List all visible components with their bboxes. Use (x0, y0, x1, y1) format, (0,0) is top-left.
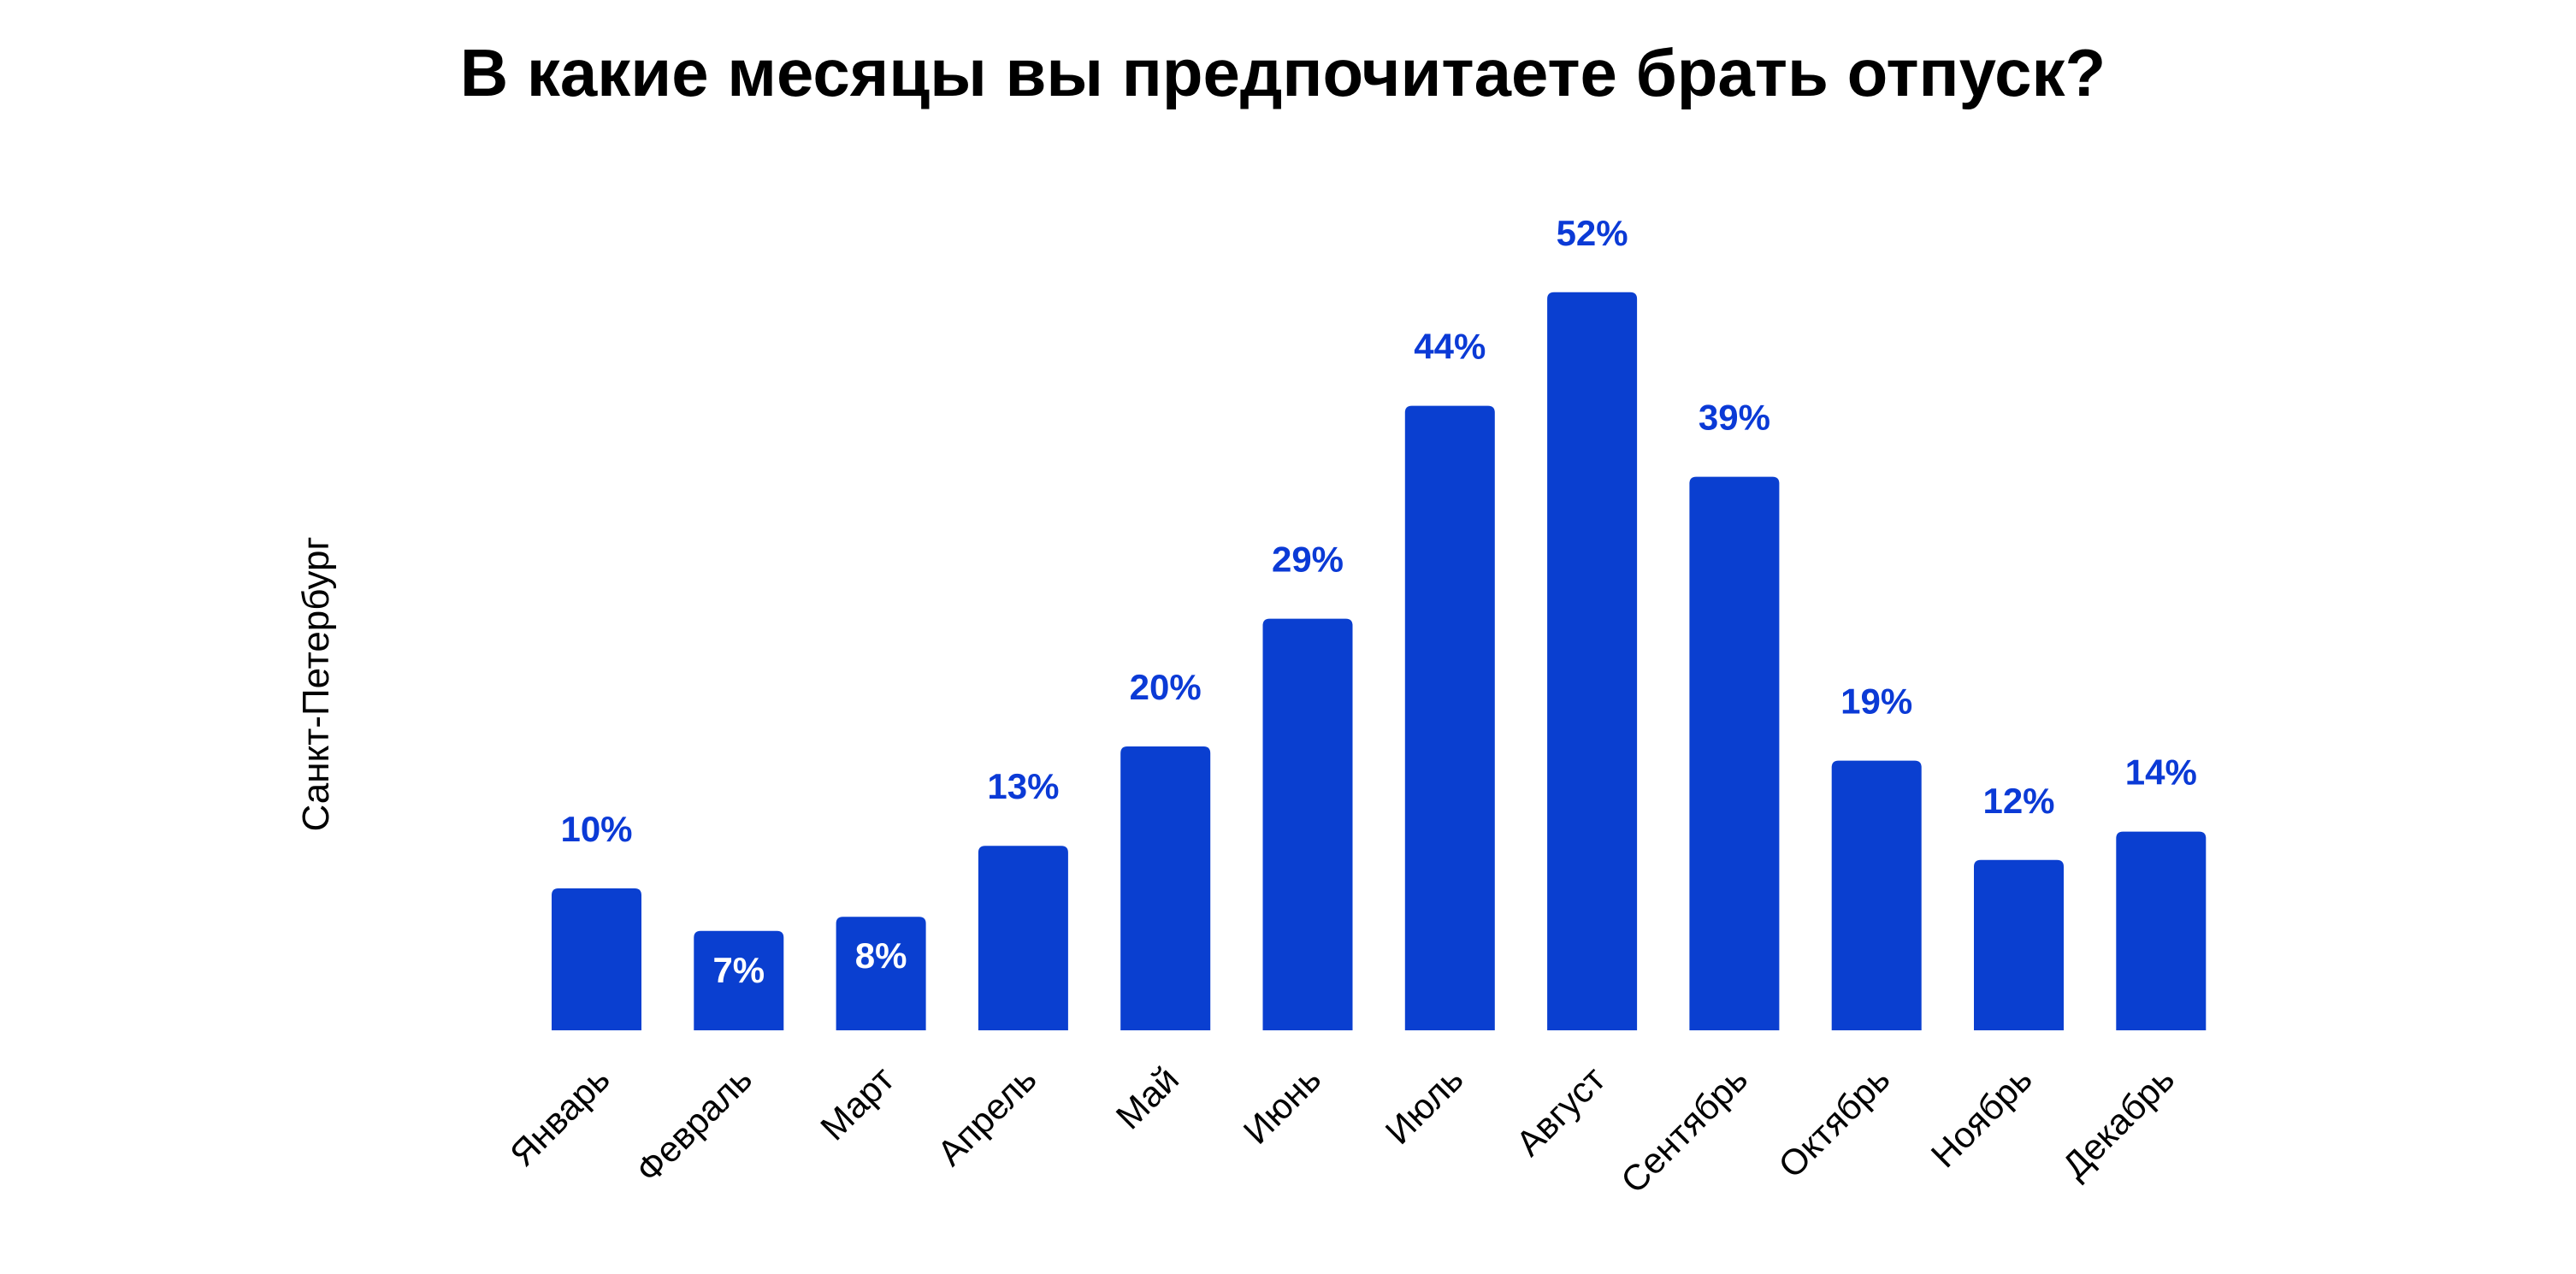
data-label: 14% (2125, 752, 2197, 793)
y-axis-label: Санкт-Петербург (295, 536, 337, 831)
x-tick-label: Март (812, 1059, 901, 1147)
bar-9 (1831, 760, 1922, 1030)
x-tick-label: Октябрь (1770, 1059, 1897, 1185)
bar-7 (1547, 292, 1638, 1030)
data-label: 39% (1699, 398, 1770, 438)
x-tick-label: Август (1508, 1059, 1613, 1164)
bar-11 (2116, 831, 2207, 1030)
data-label: 52% (1557, 213, 1628, 253)
x-tick-label: Ноябрь (1923, 1059, 2040, 1175)
chart-title: В какие месяцы вы предпочитаете брать от… (460, 35, 2106, 110)
x-tick-label: Июнь (1236, 1059, 1329, 1152)
data-label: 7% (712, 950, 765, 990)
data-label: 10% (560, 809, 632, 849)
bar-10 (1974, 859, 2064, 1030)
bar-8 (1689, 476, 1780, 1030)
data-label: 20% (1130, 667, 1202, 707)
bar-5 (1262, 618, 1353, 1030)
bar-3 (978, 846, 1068, 1030)
bar-6 (1404, 405, 1495, 1031)
data-label: 44% (1414, 327, 1486, 367)
x-tick-label: Декабрь (2054, 1059, 2182, 1186)
data-label: 19% (1840, 681, 1912, 722)
data-label: 13% (987, 766, 1059, 806)
bar-4 (1120, 746, 1211, 1030)
data-label: 12% (1982, 781, 2054, 821)
x-tick-label: Сентябрь (1613, 1059, 1755, 1200)
bar-2 (836, 917, 926, 1030)
x-tick-label: Апрель (930, 1059, 1044, 1173)
bar-0 (552, 888, 641, 1030)
x-tick-label: Июль (1378, 1059, 1471, 1152)
x-tick-label: Май (1108, 1059, 1186, 1136)
data-label: 8% (855, 935, 907, 976)
x-tick-label: Январь (502, 1059, 617, 1174)
bar-1 (694, 930, 784, 1030)
x-tick-label: Февраль (628, 1059, 759, 1190)
data-label: 29% (1272, 540, 1344, 580)
